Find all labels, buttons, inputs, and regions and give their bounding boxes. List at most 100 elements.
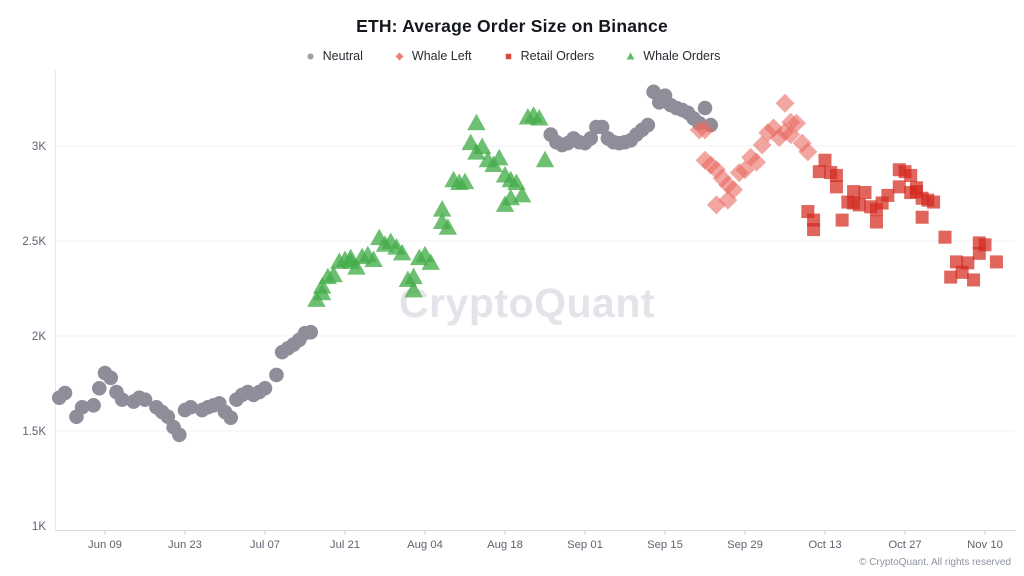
series-whale-orders — [307, 106, 555, 307]
series-whale-left — [689, 93, 818, 215]
legend-label: Retail Orders — [520, 49, 595, 63]
data-point-whale-orders[interactable] — [432, 200, 452, 217]
data-point-retail-orders[interactable] — [949, 255, 963, 269]
data-point-whale-left[interactable] — [746, 152, 766, 172]
data-point-retail-orders[interactable] — [892, 180, 906, 194]
x-tick-label: Oct 27 — [888, 539, 921, 551]
x-tick-label: Aug 04 — [407, 539, 443, 551]
x-tick-label: Sep 29 — [727, 539, 763, 551]
series-retail-orders — [801, 153, 1003, 287]
data-point-whale-orders[interactable] — [535, 150, 555, 168]
data-point-retail-orders[interactable] — [829, 168, 843, 182]
data-point-neutral[interactable] — [57, 385, 73, 401]
data-point-whale-left[interactable] — [775, 93, 795, 113]
data-point-neutral[interactable] — [137, 392, 153, 407]
data-point-whale-orders[interactable] — [312, 277, 332, 294]
square-marker-icon — [505, 53, 511, 59]
x-tick-label: Oct 13 — [808, 539, 841, 551]
x-tick-label: Nov 10 — [967, 539, 1003, 551]
data-point-retail-orders[interactable] — [978, 238, 992, 252]
x-tick-label: Sep 15 — [647, 539, 683, 551]
data-point-neutral[interactable] — [223, 410, 239, 426]
data-point-whale-orders[interactable] — [438, 218, 458, 235]
data-point-whale-orders[interactable] — [472, 137, 492, 154]
data-point-neutral[interactable] — [86, 398, 101, 413]
data-point-whale-left[interactable] — [786, 113, 806, 133]
data-point-neutral[interactable] — [269, 367, 284, 383]
circle-marker-icon — [307, 52, 314, 60]
legend-item-neutral[interactable]: Neutral — [304, 49, 363, 63]
legend-label: Neutral — [322, 49, 363, 63]
y-tick-label: 2K — [32, 331, 46, 343]
x-tick-label: Jun 09 — [88, 539, 122, 551]
legend-item-whale-left[interactable]: Whale Left — [393, 49, 472, 63]
data-point-retail-orders[interactable] — [835, 213, 849, 227]
data-point-whale-orders[interactable] — [530, 108, 549, 126]
data-point-retail-orders[interactable] — [847, 185, 861, 199]
y-tick-label: 2.5K — [22, 236, 46, 248]
data-point-retail-orders[interactable] — [927, 195, 941, 209]
data-point-neutral[interactable] — [183, 399, 199, 415]
data-point-neutral[interactable] — [91, 380, 107, 396]
data-point-retail-orders[interactable] — [989, 255, 1003, 269]
data-point-neutral[interactable] — [171, 427, 187, 443]
data-point-retail-orders[interactable] — [869, 215, 883, 229]
data-point-whale-orders[interactable] — [421, 253, 440, 270]
data-point-whale-orders[interactable] — [512, 185, 532, 203]
data-point-whale-orders[interactable] — [490, 148, 509, 166]
data-point-neutral[interactable] — [594, 119, 610, 135]
triangle-marker-icon — [626, 52, 635, 59]
legend-item-retail-orders[interactable]: Retail Orders — [502, 49, 595, 63]
data-point-retail-orders[interactable] — [881, 188, 895, 202]
legend-item-whale-orders[interactable]: Whale Orders — [624, 49, 720, 63]
y-tick-label: 1K — [32, 521, 46, 533]
data-point-whale-orders[interactable] — [404, 267, 423, 285]
legend-label: Whale Left — [411, 49, 472, 63]
data-point-retail-orders[interactable] — [807, 213, 821, 227]
data-point-neutral[interactable] — [583, 131, 599, 146]
data-point-whale-orders[interactable] — [347, 258, 366, 275]
x-tick-label: Aug 18 — [487, 539, 523, 551]
data-point-retail-orders[interactable] — [818, 153, 832, 167]
data-point-retail-orders[interactable] — [829, 180, 843, 194]
data-point-neutral[interactable] — [103, 370, 119, 386]
data-point-neutral[interactable] — [74, 399, 90, 415]
data-point-retail-orders[interactable] — [858, 186, 872, 200]
legend-label: Whale Orders — [643, 49, 721, 63]
data-point-retail-orders[interactable] — [904, 168, 918, 182]
legend: Neutral Whale Left Retail Orders Whale Orde… — [0, 49, 1024, 63]
data-point-whale-orders[interactable] — [404, 280, 423, 298]
data-point-retail-orders[interactable] — [938, 230, 952, 244]
series-neutral — [51, 84, 719, 443]
data-point-retail-orders[interactable] — [967, 273, 981, 287]
data-point-whale-orders[interactable] — [507, 173, 526, 191]
data-point-whale-orders[interactable] — [467, 113, 486, 131]
data-point-retail-orders[interactable] — [852, 198, 866, 212]
data-point-whale-left[interactable] — [724, 180, 744, 200]
data-point-whale-orders[interactable] — [455, 172, 475, 190]
y-tick-label: 1.5K — [22, 426, 46, 438]
x-tick-label: Jul 07 — [250, 539, 280, 551]
data-point-retail-orders[interactable] — [961, 256, 975, 270]
data-point-whale-orders[interactable] — [392, 243, 412, 261]
x-tick-label: Jul 21 — [330, 539, 360, 551]
data-point-whale-orders[interactable] — [364, 250, 383, 268]
data-point-retail-orders[interactable] — [812, 165, 826, 179]
data-point-neutral[interactable] — [697, 100, 713, 116]
data-point-neutral[interactable] — [257, 380, 273, 396]
diamond-marker-icon — [395, 52, 404, 60]
data-point-whale-left[interactable] — [695, 120, 715, 140]
data-point-retail-orders[interactable] — [915, 210, 929, 224]
chart-title: ETH: Average Order Size on Binance — [356, 16, 668, 36]
data-point-retail-orders[interactable] — [944, 270, 958, 284]
data-point-whale-orders[interactable] — [324, 265, 343, 283]
x-tick-label: Sep 01 — [567, 539, 603, 551]
data-point-neutral[interactable] — [114, 392, 130, 407]
data-point-neutral[interactable] — [303, 324, 319, 340]
data-point-neutral[interactable] — [640, 117, 656, 133]
y-tick-label: 3K — [32, 141, 46, 153]
data-point-whale-left[interactable] — [798, 142, 818, 162]
copyright-notice: © CryptoQuant. All rights reserved — [859, 557, 1011, 568]
